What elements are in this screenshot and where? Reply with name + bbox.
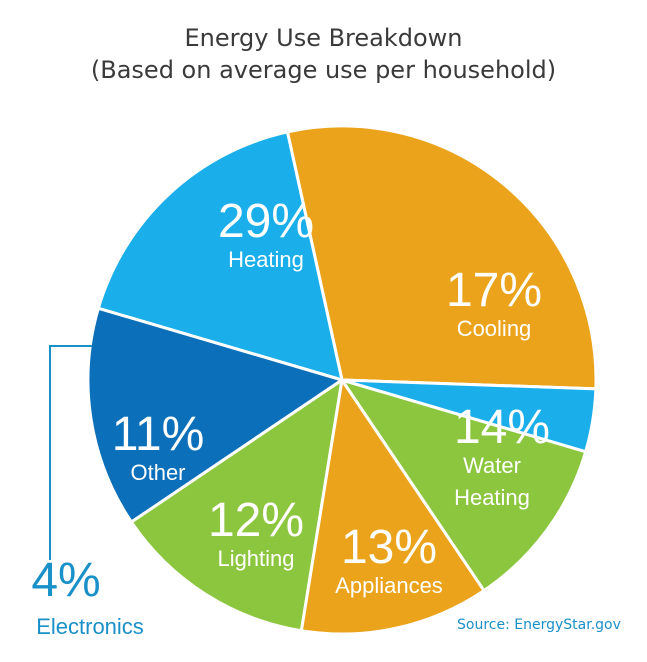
pie-slice-cooling [96, 130, 344, 382]
slice-label-heating: 29%Heating [218, 195, 314, 272]
slice-name-heating: Heating [228, 247, 304, 272]
slice-percent-other: 11% [112, 408, 205, 461]
slice-label-cooling: 17%Cooling [446, 264, 542, 341]
pie-slice-appliances [129, 378, 344, 633]
pie-slice-other [340, 378, 588, 593]
slice-name-lighting: Lighting [217, 546, 294, 571]
slice-percent-electronics: 4% [31, 554, 100, 607]
slice-percent-lighting: 12% [208, 494, 304, 547]
slice-percent-appliances: 13% [341, 521, 437, 574]
slice-percent-cooling: 17% [446, 264, 542, 317]
slice-name-water-heating-0: Water [463, 453, 521, 478]
pie-slice-water-heating [86, 306, 344, 524]
pie-slice-lighting [299, 378, 486, 636]
slice-name-other: Other [130, 460, 185, 485]
chart-title: Energy Use Breakdown [184, 24, 463, 52]
slice-label-other: 11%Other [112, 408, 205, 485]
slice-label-appliances: 13%Appliances [335, 521, 443, 598]
slice-name-water-heating-1: Heating [454, 485, 530, 510]
slice-label-lighting: 12%Lighting [208, 494, 304, 571]
slice-percent-water-heating: 14% [454, 401, 550, 454]
chart-subtitle: (Based on average use per household) [90, 56, 557, 84]
source-note: Source: EnergyStar.gov [457, 617, 621, 633]
pie-slice-electronics [340, 378, 598, 454]
electronics-callout-line [49, 345, 92, 560]
slice-label-water-heating: 14%Water Heating [454, 401, 550, 510]
slice-name-cooling: Cooling [457, 316, 532, 341]
chart-title-block: Energy Use Breakdown (Based on average u… [0, 22, 647, 86]
slice-name-appliances: Appliances [335, 573, 443, 598]
slice-name-electronics: Electronics [36, 614, 144, 639]
slice-percent-heating: 29% [218, 195, 314, 248]
pie-slice-heating [285, 124, 598, 391]
